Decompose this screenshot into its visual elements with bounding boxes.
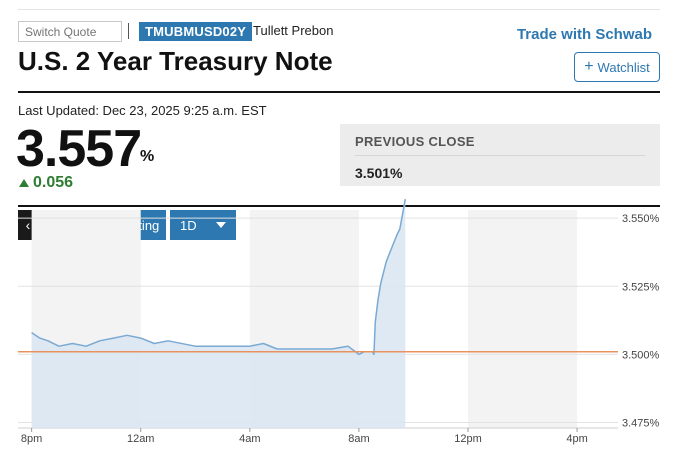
plus-icon: + bbox=[584, 58, 594, 75]
price-unit: % bbox=[140, 148, 155, 165]
previous-close-divider bbox=[355, 155, 645, 156]
y-tick-label: 3.525% bbox=[622, 281, 660, 293]
y-tick-label: 3.475% bbox=[622, 418, 660, 430]
price-value: 3.557 bbox=[16, 120, 142, 178]
switch-quote-input[interactable] bbox=[18, 21, 122, 42]
page-title: U.S. 2 Year Treasury Note bbox=[18, 46, 333, 76]
watchlist-label: Watchlist bbox=[597, 59, 650, 75]
chevron-left-icon: ‹ bbox=[25, 217, 31, 233]
change-value: 0.056 bbox=[33, 174, 74, 191]
y-tick-label: 3.550% bbox=[622, 213, 660, 225]
data-provider: Tullett Prebon bbox=[253, 23, 334, 38]
last-updated: Last Updated: Dec 23, 2025 9:25 a.m. EST bbox=[18, 103, 267, 118]
x-tick-label: 4pm bbox=[566, 433, 587, 445]
price-change: 0.056 bbox=[19, 174, 73, 192]
previous-close-box: PREVIOUS CLOSE 3.501% bbox=[340, 124, 660, 186]
x-tick-label: 12am bbox=[127, 433, 155, 445]
x-tick-label: 8am bbox=[348, 433, 369, 445]
trade-with-schwab-link[interactable]: Trade with Schwab bbox=[516, 26, 652, 43]
session-band bbox=[468, 210, 578, 428]
y-tick-label: 3.500% bbox=[622, 349, 660, 361]
separator bbox=[128, 23, 129, 39]
series-area bbox=[31, 199, 406, 428]
x-tick-label: 8pm bbox=[21, 433, 42, 445]
header-divider bbox=[18, 91, 660, 93]
x-tick-label: 4am bbox=[239, 433, 260, 445]
time-range-select[interactable]: 1D bbox=[170, 210, 236, 240]
chart-divider bbox=[18, 205, 660, 207]
time-range-value: 1D bbox=[180, 217, 197, 233]
previous-close-value: 3.501% bbox=[355, 165, 403, 181]
previous-close-label: PREVIOUS CLOSE bbox=[355, 134, 475, 149]
series-line bbox=[31, 198, 407, 356]
watchlist-button[interactable]: + Watchlist bbox=[574, 52, 660, 82]
arrow-up-icon bbox=[19, 179, 29, 187]
chevron-down-icon bbox=[216, 222, 226, 228]
ticker-badge: TMUBMUSD02Y bbox=[139, 22, 253, 41]
top-divider bbox=[18, 9, 660, 10]
x-tick-label: 12pm bbox=[454, 433, 482, 445]
